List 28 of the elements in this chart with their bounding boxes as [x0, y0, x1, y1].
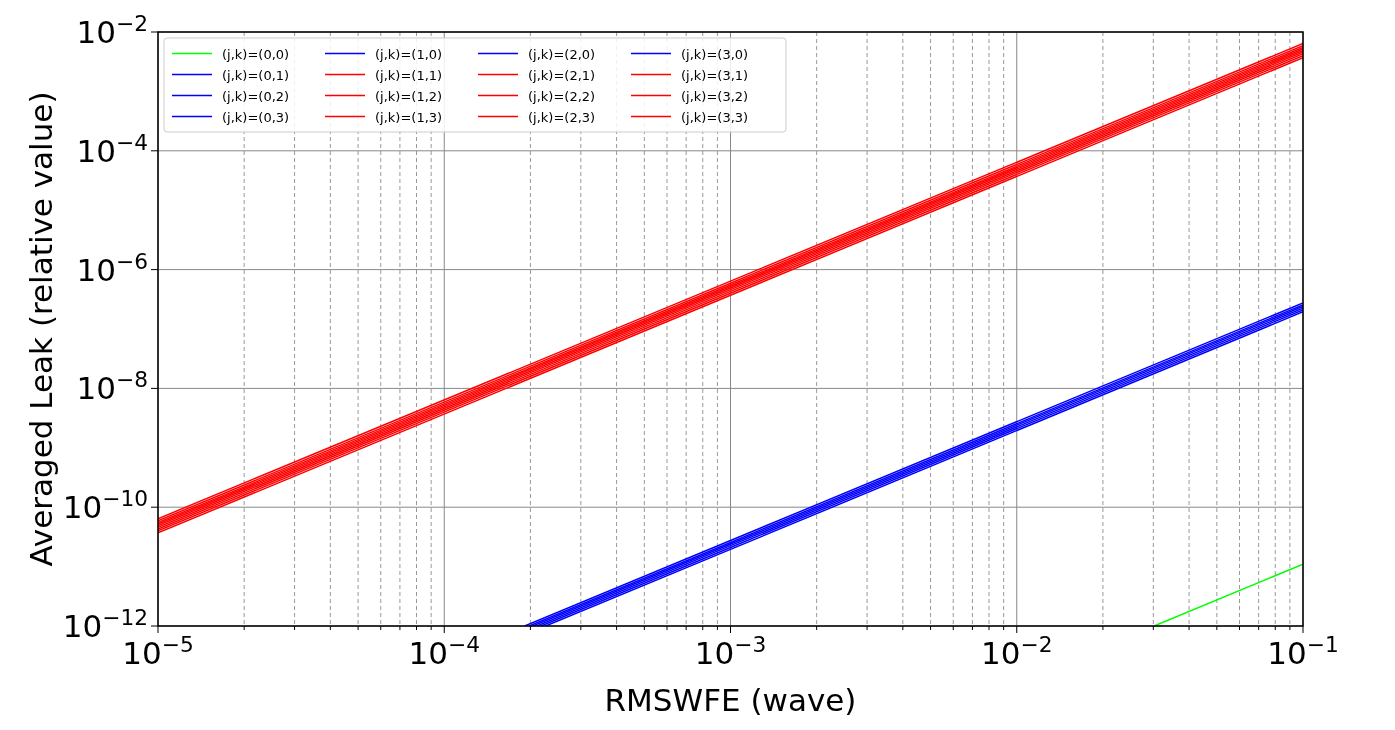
- y-tick-label: 10$^{−2}$: [76, 10, 148, 50]
- y-tick-label: 10$^{−8}$: [76, 366, 148, 407]
- legend-label: (j,k)=(2,3): [528, 109, 596, 125]
- legend-label: (j,k)=(0,0): [222, 46, 290, 62]
- legend-label: (j,k)=(2,0): [528, 46, 596, 62]
- x-tick-label: 10$^{−4}$: [408, 631, 480, 671]
- legend-label: (j,k)=(3,1): [681, 67, 749, 83]
- legend-label: (j,k)=(2,1): [528, 67, 596, 83]
- y-tick-label: 10$^{−6}$: [76, 248, 148, 288]
- legend-label: (j,k)=(1,0): [375, 46, 443, 62]
- x-tick-label: 10$^{−3}$: [694, 631, 767, 671]
- legend-label: (j,k)=(2,2): [528, 88, 596, 104]
- legend-label: (j,k)=(3,3): [681, 109, 749, 125]
- x-tick-label: 10$^{−2}$: [981, 631, 1053, 671]
- legend-label: (j,k)=(1,3): [375, 109, 443, 125]
- legend-label: (j,k)=(0,1): [222, 67, 290, 83]
- legend-label: (j,k)=(0,2): [222, 88, 290, 104]
- legend-label: (j,k)=(1,1): [375, 67, 443, 83]
- legend-label: (j,k)=(0,3): [222, 109, 290, 125]
- y-tick-label: 10$^{−4}$: [76, 129, 148, 169]
- legend-label: (j,k)=(3,0): [681, 46, 749, 62]
- x-axis-title: RMSWFE (wave): [604, 682, 857, 718]
- legend-label: (j,k)=(3,2): [681, 88, 749, 104]
- x-tick-label: 10$^{−1}$: [1267, 631, 1339, 671]
- x-tick-label: 10$^{−5}$: [122, 631, 194, 671]
- y-axis-title: Averaged Leak (relative value): [23, 91, 59, 567]
- y-tick-label: 10$^{−10}$: [62, 485, 148, 526]
- legend-label: (j,k)=(1,2): [375, 88, 443, 104]
